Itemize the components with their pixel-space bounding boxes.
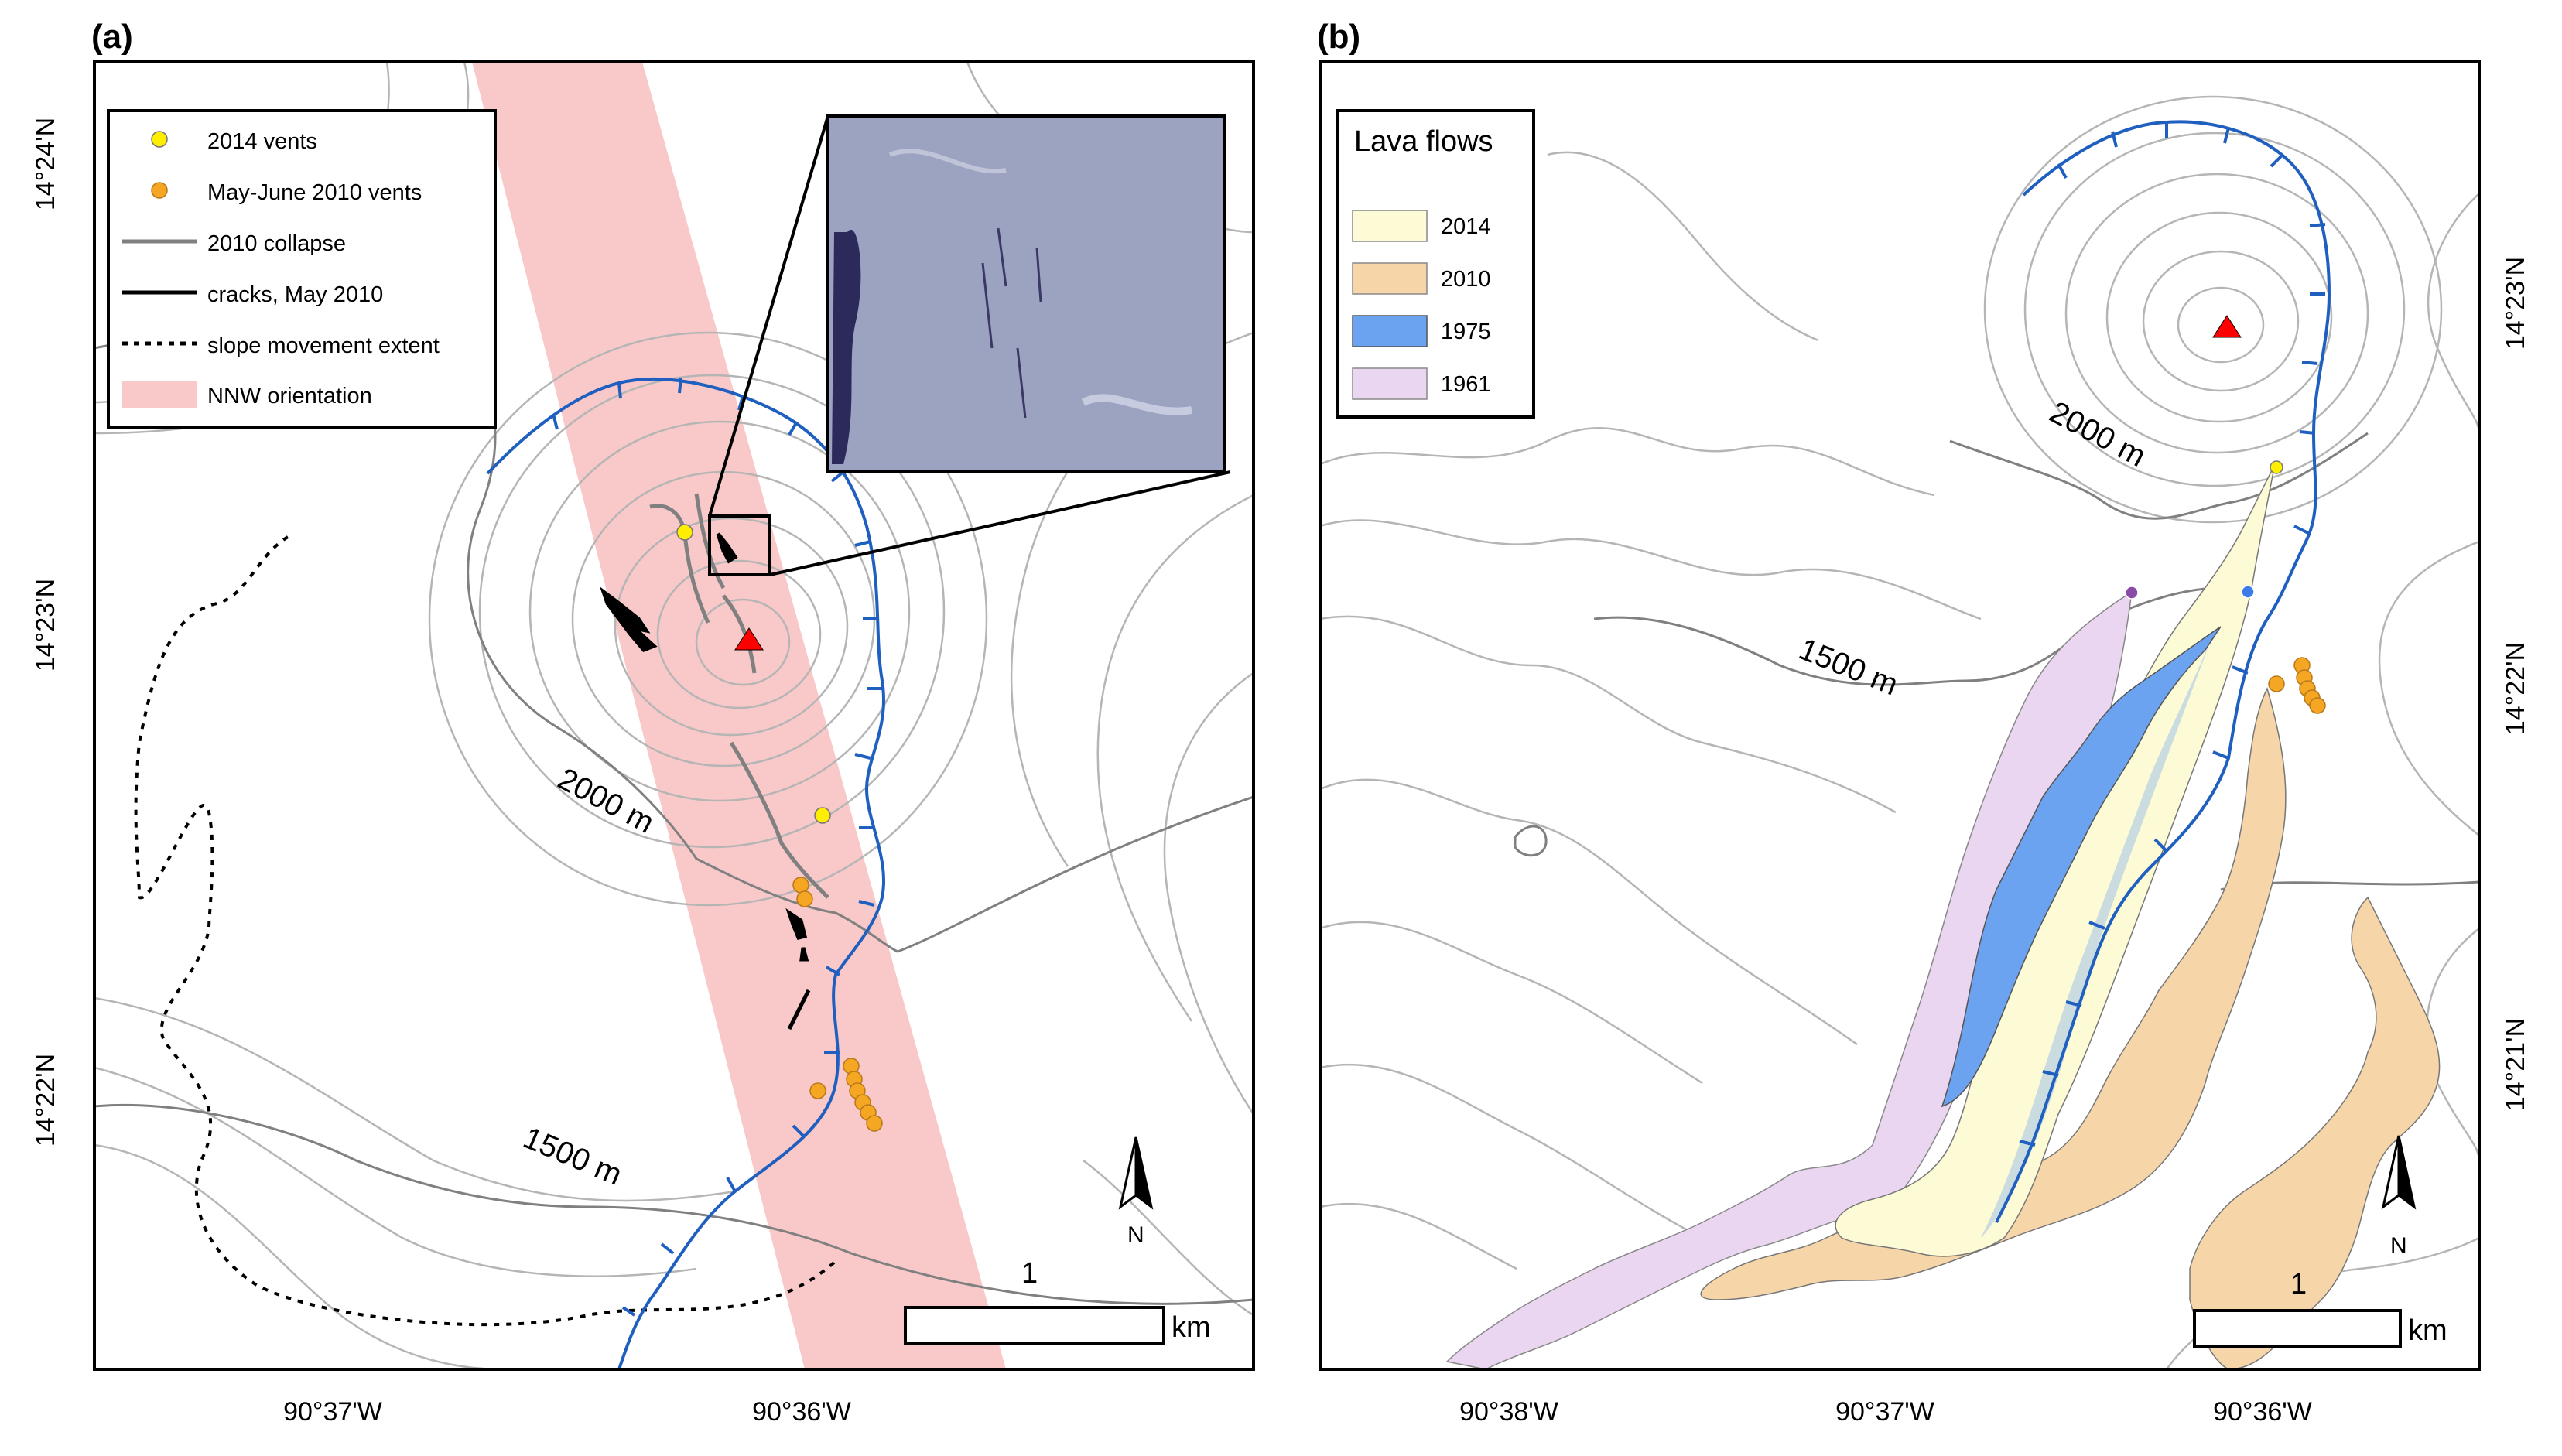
slope-movement-extent-line xyxy=(134,535,837,1327)
lon-tick-a-1: 90°37'W xyxy=(283,1397,382,1427)
legend-b-item: 1975 xyxy=(1441,320,1491,344)
legend-swatch-2010-icon xyxy=(1352,262,1428,295)
legend-a-item: May-June 2010 vents xyxy=(207,180,422,205)
vents-2010 xyxy=(792,877,883,1132)
lon-tick-a-2: 90°36'W xyxy=(752,1397,851,1427)
legend-b-item: 2010 xyxy=(1441,267,1491,292)
scale-bar-a: 1 km xyxy=(904,1257,1211,1345)
scale-value-a: 1 xyxy=(1021,1257,1038,1290)
legend-swatch-2014-icon xyxy=(1352,210,1428,242)
legend-a: 2014 vents May-June 2010 vents 2010 coll… xyxy=(107,109,497,429)
vent-1975-b xyxy=(2241,585,2255,599)
legend-b-item: 2014 xyxy=(1441,214,1491,239)
north-label-b: N xyxy=(2390,1233,2407,1259)
lon-tick-b-1: 90°38'W xyxy=(1459,1397,1558,1427)
lon-tick-b-3: 90°36'W xyxy=(2213,1397,2312,1427)
fault-line-a xyxy=(486,377,886,1369)
scale-unit-b: km xyxy=(2408,1314,2447,1347)
summit-marker-a xyxy=(734,627,764,651)
lat-tick-b-1: 14°23'N xyxy=(2501,257,2530,350)
fault-line-b xyxy=(1995,120,2331,1223)
scale-value-b: 1 xyxy=(2290,1268,2307,1300)
scale-bar-b: 1 km xyxy=(2193,1268,2447,1348)
legend-b-title: Lava flows xyxy=(1354,125,1493,158)
legend-a-item: 2014 vents xyxy=(207,129,317,154)
panel-a-frame xyxy=(93,60,1255,1371)
lava-flow-1975 xyxy=(1941,626,2222,1108)
legend-swatch-1961-icon xyxy=(1352,367,1428,400)
legend-orange-dot-icon xyxy=(151,182,168,199)
scale-unit-a: km xyxy=(1172,1311,1211,1344)
vent-2014 xyxy=(676,524,693,541)
lat-tick-b-2: 14°22'N xyxy=(2501,642,2530,735)
vent-2014 xyxy=(814,807,831,824)
legend-a-item: NNW orientation xyxy=(207,384,372,408)
lat-tick-a-2: 14°23'N xyxy=(31,579,60,672)
inset-locator-box xyxy=(708,514,771,576)
panel-b-map: 2000 m 1500 m Lava flows 2014 2010 1975 … xyxy=(1320,62,2479,1369)
north-arrow-a-icon: N xyxy=(1118,1136,1154,1248)
legend-a-item: slope movement extent xyxy=(207,333,440,358)
panel-a: (a) xyxy=(31,18,1255,1427)
summit-marker-b xyxy=(2212,315,2242,338)
vents-2010-b xyxy=(2268,657,2326,714)
panel-b: (b) xyxy=(1317,18,2530,1427)
panel-a-map: 2000 m 1500 m 2014 vents xyxy=(94,62,1254,1369)
vent-1961-b xyxy=(2125,586,2139,600)
nnw-orientation-band xyxy=(472,62,1006,1369)
vent-2014-b xyxy=(2270,460,2283,474)
panel-a-label: (a) xyxy=(91,18,133,56)
legend-pink-fill-icon xyxy=(122,381,197,408)
legend-b-item: 1961 xyxy=(1441,372,1491,397)
lava-flow-1975-overlay xyxy=(1981,634,2213,1238)
panel-b-label: (b) xyxy=(1317,18,1360,56)
legend-a-item: 2010 collapse xyxy=(207,231,346,256)
legend-yellow-dot-icon xyxy=(151,131,168,148)
legend-b: Lava flows 2014 2010 1975 1961 xyxy=(1336,109,1535,419)
legend-swatch-1975-icon xyxy=(1352,315,1428,347)
lat-tick-b-3: 14°21'N xyxy=(2501,1018,2530,1111)
lat-tick-a-3: 14°22'N xyxy=(31,1054,60,1147)
north-label-a: N xyxy=(1127,1222,1144,1248)
panel-b-frame xyxy=(1319,60,2481,1371)
summit-contours-b xyxy=(1983,95,2443,524)
north-arrow-b-icon: N xyxy=(2381,1135,2417,1259)
inset-satellite-image xyxy=(826,114,1226,473)
cracks-may-2010 xyxy=(600,532,811,1030)
lon-tick-b-2: 90°37'W xyxy=(1835,1397,1934,1427)
legend-a-item: cracks, May 2010 xyxy=(207,282,383,307)
lat-tick-a-1: 14°24'N xyxy=(31,118,60,210)
